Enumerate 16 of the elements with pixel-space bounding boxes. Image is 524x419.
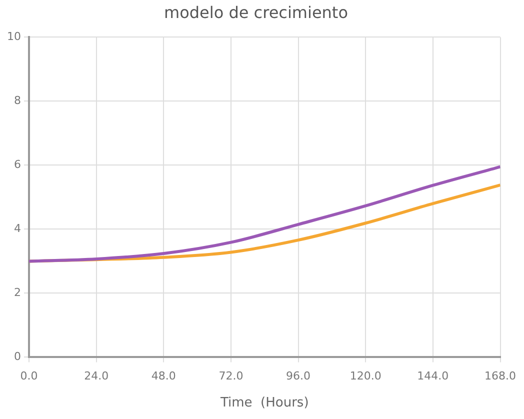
y-tick-label: 0: [14, 350, 21, 364]
y-tick-label: 4: [14, 222, 21, 236]
x-tick-label: 72.0: [218, 370, 244, 383]
y-tick-label: 6: [14, 158, 21, 172]
y-tick-label: 8: [14, 94, 21, 108]
x-tick-label: 120.0: [350, 370, 382, 383]
chart-title: modelo de crecimiento: [164, 2, 348, 22]
x-tick-label: 48.0: [151, 370, 176, 383]
x-tick-label: 24.0: [84, 370, 109, 383]
x-axis-title: Time (Hours): [219, 396, 309, 411]
y-tick-label: 2: [14, 286, 21, 300]
x-tick-label: 144.0: [417, 370, 449, 383]
x-tick-label: 168.0: [484, 370, 516, 383]
x-tick-label: 96.0: [286, 370, 311, 383]
x-tick-label: 0.0: [20, 370, 38, 383]
y-tick-label: 10: [6, 30, 21, 44]
